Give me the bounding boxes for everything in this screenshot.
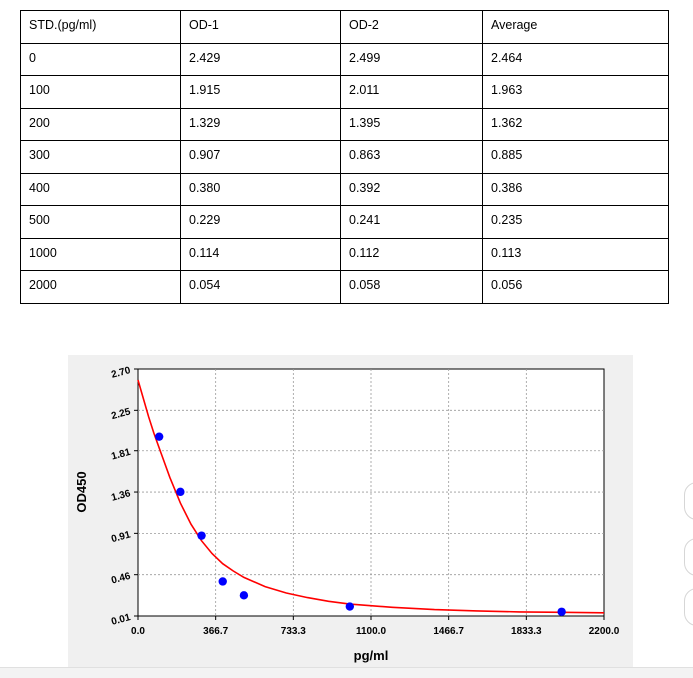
fitted-curve — [137, 379, 605, 614]
cell-average: 2.464 — [482, 42, 669, 76]
cell-od1: 0.229 — [180, 205, 341, 239]
data-points — [154, 432, 566, 616]
standard-curve-chart: 0.0 366.7 733.3 1100.0 1466.7 1833.3 2200.0 0.… — [68, 355, 633, 667]
cell-od1: 0.907 — [180, 140, 341, 174]
cell-od1: 0.054 — [180, 270, 341, 304]
table-row: 500 0.229 0.241 0.235 — [20, 205, 669, 239]
y-axis-ticks: 0.01 0.46 0.91 1.36 1.81 2.25 2.70 — [110, 365, 138, 628]
cell-od1: 1.915 — [180, 75, 341, 109]
table-row: 400 0.380 0.392 0.386 — [20, 172, 669, 206]
cell-std: 200 — [20, 107, 181, 141]
standard-table: STD.(pg/ml) OD-1 OD-2 Average 0 2.429 2.49… — [20, 10, 669, 304]
x-tick-label: 2200.0 — [589, 626, 620, 637]
cell-od2: 0.112 — [340, 237, 483, 271]
table-row: 0 2.429 2.499 2.464 — [20, 42, 669, 76]
cell-od2: 0.058 — [340, 270, 483, 304]
grid-lines — [138, 369, 604, 616]
cell-od2: 0.863 — [340, 140, 483, 174]
y-tick-label: 1.36 — [110, 488, 132, 504]
y-tick-label: 1.81 — [110, 447, 132, 463]
cell-average: 1.362 — [482, 107, 669, 141]
y-tick-label: 0.46 — [110, 571, 132, 587]
cell-od2: 2.011 — [340, 75, 483, 109]
cell-od2: 0.392 — [340, 172, 483, 206]
cell-od2: 2.499 — [340, 42, 483, 76]
table-header-row: STD.(pg/ml) OD-1 OD-2 Average — [20, 10, 669, 44]
cell-std: 2000 — [20, 270, 181, 304]
data-point — [154, 432, 164, 441]
header-average: Average — [482, 10, 669, 44]
data-point — [197, 531, 206, 540]
data-point — [557, 607, 566, 616]
data-point — [176, 487, 185, 497]
y-axis-label: OD450 — [74, 471, 89, 512]
data-point — [218, 577, 227, 586]
cell-average: 0.386 — [482, 172, 669, 206]
header-std: STD.(pg/ml) — [20, 10, 181, 44]
chart-svg: 0.0 366.7 733.3 1100.0 1466.7 1833.3 2200.0 0.… — [74, 365, 620, 663]
table-row: 300 0.907 0.863 0.885 — [20, 140, 669, 174]
y-tick-label: 2.70 — [110, 365, 132, 381]
side-widget-button[interactable] — [684, 588, 693, 626]
cell-std: 1000 — [20, 237, 181, 271]
x-tick-label: 733.3 — [281, 626, 306, 637]
cell-od1: 2.429 — [180, 42, 341, 76]
table-row: 1000 0.114 0.112 0.113 — [20, 237, 669, 271]
cell-od2: 0.241 — [340, 205, 483, 239]
table-row: 2000 0.054 0.058 0.056 — [20, 270, 669, 304]
x-axis-label: pg/ml — [354, 648, 389, 663]
y-tick-label: 2.25 — [110, 406, 132, 422]
x-axis-ticks: 0.0 366.7 733.3 1100.0 1466.7 1833.3 2200.0 — [131, 616, 620, 637]
data-point — [239, 591, 249, 600]
table-row: 100 1.915 2.011 1.963 — [20, 75, 669, 109]
cell-average: 1.963 — [482, 75, 669, 109]
cell-od1: 0.114 — [180, 237, 341, 271]
cell-od1: 1.329 — [180, 107, 341, 141]
y-tick-label: 0.01 — [110, 612, 132, 628]
table-row: 200 1.329 1.395 1.362 — [20, 107, 669, 141]
cell-std: 500 — [20, 205, 181, 239]
cell-average: 0.113 — [482, 237, 669, 271]
cell-std: 100 — [20, 75, 181, 109]
cell-average: 0.235 — [482, 205, 669, 239]
x-tick-label: 366.7 — [203, 626, 228, 637]
cell-od2: 1.395 — [340, 107, 483, 141]
x-tick-label: 1466.7 — [433, 626, 464, 637]
y-tick-label: 0.91 — [110, 529, 132, 545]
side-widget-button[interactable] — [684, 538, 693, 576]
cell-std: 0 — [20, 42, 181, 76]
cell-average: 0.056 — [482, 270, 669, 304]
cell-od1: 0.380 — [180, 172, 341, 206]
x-tick-label: 1100.0 — [356, 626, 386, 637]
header-od1: OD-1 — [180, 10, 341, 44]
cell-std: 400 — [20, 172, 181, 206]
cell-std: 300 — [20, 140, 181, 174]
data-point — [345, 602, 355, 611]
header-od2: OD-2 — [340, 10, 483, 44]
x-tick-label: 1833.3 — [511, 626, 542, 637]
x-tick-label: 0.0 — [131, 626, 145, 637]
page-footer-strip — [0, 667, 693, 678]
cell-average: 0.885 — [482, 140, 669, 174]
side-widget-button[interactable] — [684, 482, 693, 520]
